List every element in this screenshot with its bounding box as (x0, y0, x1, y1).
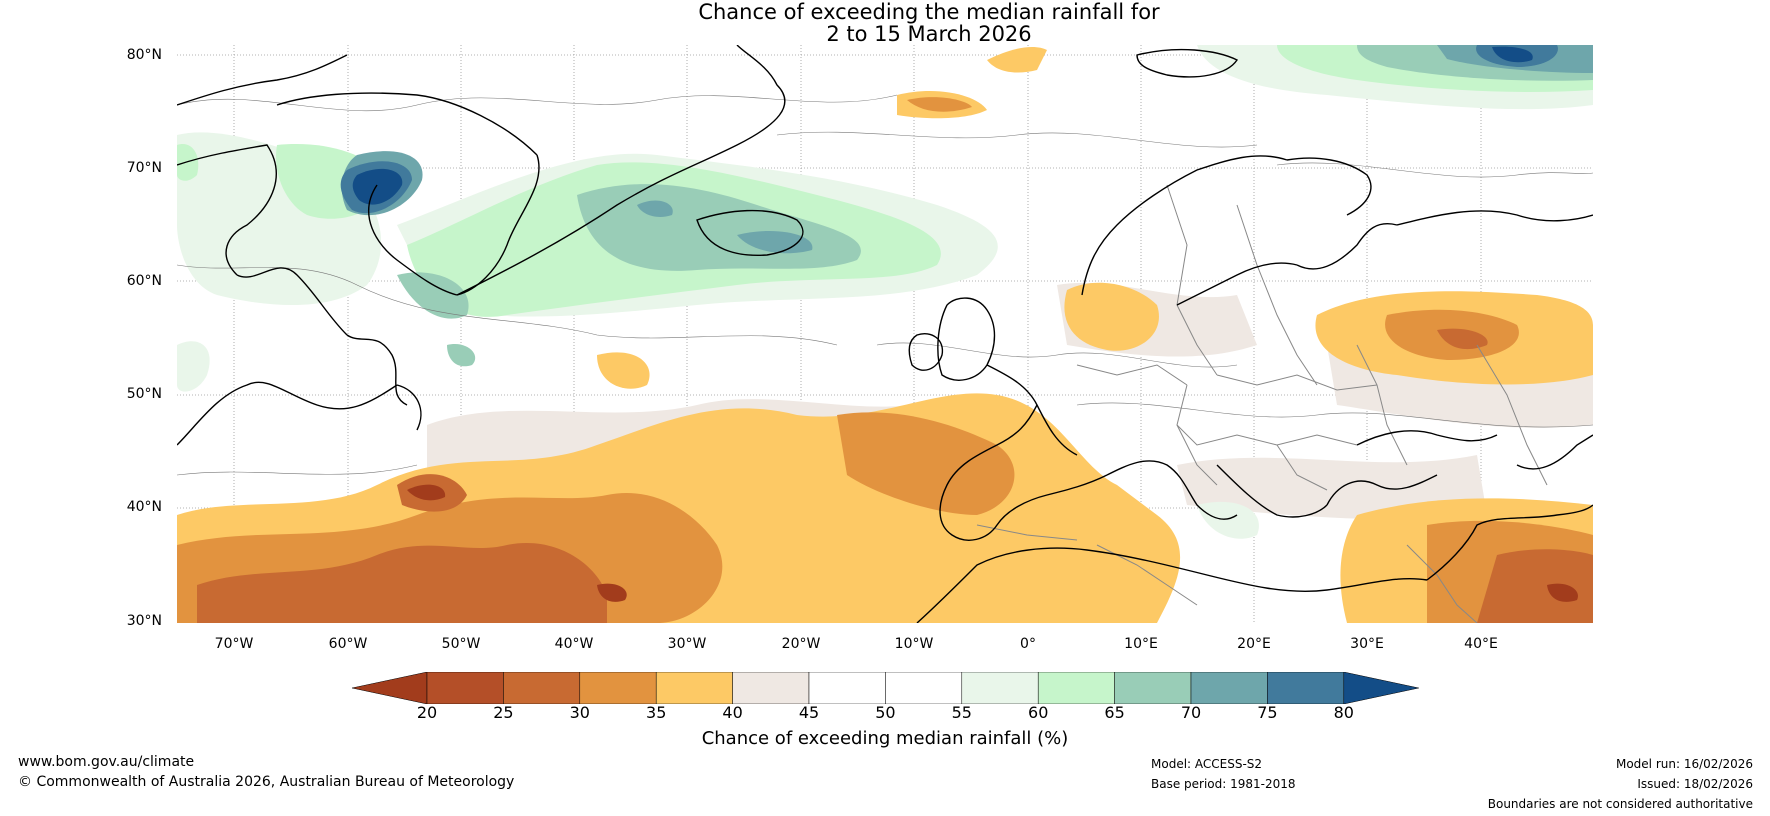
colorbar-tick-label: 45 (798, 703, 820, 722)
colorbar-tick-label: 50 (875, 703, 896, 722)
lat-label-80n: 80°N (126, 47, 162, 63)
colorbar-tick-label: 75 (1257, 703, 1278, 722)
colorbar-segment (579, 672, 657, 704)
colorbar-segment (808, 672, 886, 704)
colorbar-extend-low (352, 672, 428, 704)
colorbar-segment (1114, 672, 1192, 704)
colorbar-segment (885, 672, 963, 704)
contour-lines (177, 94, 1593, 476)
colorbar-tick-label: 20 (416, 703, 438, 722)
lon-label-70w: 70°W (214, 636, 254, 652)
colorbar-segment (1037, 672, 1115, 704)
lat-label-40n: 40°N (126, 499, 162, 515)
lon-label-10w: 10°W (894, 636, 934, 652)
lon-label-20e: 20°E (1237, 636, 1271, 652)
lon-label-30e: 30°E (1350, 636, 1384, 652)
colorbar-segment (1267, 672, 1345, 704)
colorbar-tick-label: 25 (493, 703, 514, 722)
colorbar-segment (1190, 672, 1268, 704)
colorbar-tick-label: 35 (646, 703, 667, 722)
lon-label-0: 0° (1020, 636, 1036, 652)
colorbar-tick-label: 55 (951, 703, 972, 722)
colorbar-extend-high (1343, 672, 1419, 704)
lon-label-60w: 60°W (328, 636, 368, 652)
colorbar-tick-label: 60 (1028, 703, 1049, 722)
model-run-text: Model run: 16/02/2026 (1615, 757, 1753, 771)
website-link[interactable]: www.bom.gov.au/climate (18, 754, 195, 770)
colorbar-label: Chance of exceeding median rainfall (%) (701, 728, 1069, 749)
colorbar-segment (503, 672, 581, 704)
lon-label-10e: 10°E (1124, 636, 1158, 652)
colorbar-segment (732, 672, 810, 704)
base-period-text: Base period: 1981-2018 (1151, 777, 1296, 791)
lat-label-70n: 70°N (126, 160, 162, 176)
probability-band-above-80 (352, 46, 1533, 205)
lon-label-40e: 40°E (1464, 636, 1498, 652)
probability-band-20-25 (407, 484, 1578, 602)
colorbar-segment (961, 672, 1039, 704)
lat-label-50n: 50°N (126, 386, 162, 402)
colorbar (352, 672, 1419, 704)
colorbar-segment (655, 672, 733, 704)
map-title-line2: 2 to 15 March 2026 (826, 22, 1032, 46)
lat-label-30n: 30°N (126, 613, 162, 629)
model-text: Model: ACCESS-S2 (1151, 757, 1263, 771)
map-canvas (177, 45, 1593, 623)
colorbar-tick-label: 70 (1180, 703, 1202, 722)
map-title-line1: Chance of exceeding the median rainfall … (698, 0, 1160, 24)
lat-label-60n: 60°N (126, 273, 162, 289)
lon-label-40w: 40°W (554, 636, 594, 652)
issued-text: Issued: 18/02/2026 (1637, 777, 1753, 791)
rainfall-map (177, 45, 1593, 623)
colorbar-segment (426, 672, 504, 704)
colorbar-tick-label: 65 (1104, 703, 1125, 722)
colorbar-tick-label: 40 (722, 703, 743, 722)
colorbar-tick-label: 30 (569, 703, 590, 722)
lon-label-20w: 20°W (781, 636, 821, 652)
country-borders (976, 184, 1548, 623)
colorbar-tick-label: 80 (1333, 703, 1354, 722)
lon-label-50w: 50°W (441, 636, 481, 652)
lon-label-30w: 30°W (667, 636, 707, 652)
disclaimer-text: Boundaries are not considered authoritat… (1487, 797, 1753, 811)
copyright-text: © Commonwealth of Australia 2026, Austra… (18, 774, 515, 790)
coastlines (177, 45, 1593, 623)
